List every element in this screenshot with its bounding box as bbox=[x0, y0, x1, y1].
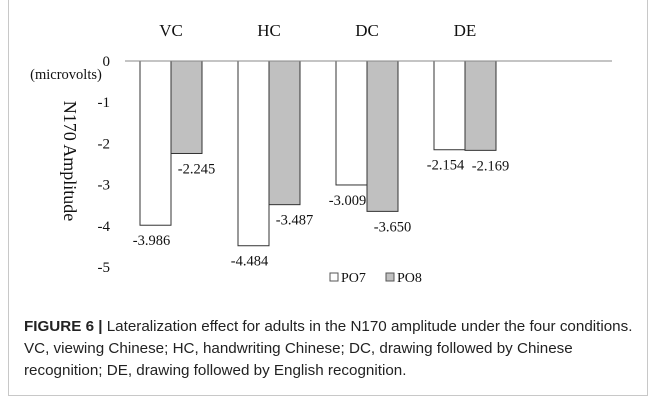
bars bbox=[139, 60, 497, 247]
legend-label: PO8 bbox=[397, 271, 422, 286]
figure-frame bbox=[8, 0, 648, 396]
category-label: HC bbox=[257, 21, 281, 40]
value-label: -3.009 bbox=[329, 193, 366, 209]
bar-po8 bbox=[268, 60, 301, 206]
legend-swatch bbox=[329, 272, 339, 282]
category-label: VC bbox=[159, 21, 183, 40]
y-axis-title: N170 Amplitude bbox=[60, 101, 80, 222]
category-labels: VC HC DC DE bbox=[159, 21, 476, 40]
caption-label: FIGURE 6 | bbox=[24, 318, 103, 335]
bar-po8 bbox=[170, 60, 203, 154]
category-label: DC bbox=[355, 21, 379, 40]
value-label: -3.487 bbox=[276, 213, 313, 229]
y-tick-label: -1 bbox=[98, 95, 111, 111]
y-tick-label: -3 bbox=[98, 178, 111, 194]
bar-po7 bbox=[335, 60, 368, 186]
y-tick-labels: 0 -1 -2 -3 -4 -5 bbox=[98, 54, 111, 276]
value-label: -2.245 bbox=[178, 161, 215, 177]
value-labels: -3.986 -4.484 -3.009 -2.154 -2.245 -3.487 -3.6… bbox=[133, 158, 509, 270]
value-label: -2.154 bbox=[427, 158, 465, 174]
bar-chart: (microvolts) N170 Amplitude 0-1-2-3-4-5 … bbox=[30, 21, 612, 286]
value-label: -3.650 bbox=[374, 219, 411, 235]
value-label: -2.169 bbox=[472, 158, 509, 174]
bar-po8 bbox=[464, 60, 497, 151]
bar-po8 bbox=[366, 60, 399, 212]
value-label: -4.484 bbox=[231, 254, 269, 270]
legend-swatch bbox=[385, 272, 395, 282]
y-tick-label: 0 bbox=[103, 54, 111, 70]
bar-po7 bbox=[433, 60, 466, 151]
category-label: DE bbox=[454, 21, 477, 40]
figure-caption: FIGURE 6 | Lateralization effect for adu… bbox=[24, 316, 644, 382]
caption-text: Lateralization effect for adults in the … bbox=[24, 318, 633, 379]
value-label: -3.986 bbox=[133, 233, 170, 249]
legend: PO7 PO8 bbox=[329, 271, 422, 286]
y-tick-label: -5 bbox=[98, 260, 111, 276]
bar-po7 bbox=[237, 60, 270, 247]
y-axis-unit: (microvolts) bbox=[30, 67, 102, 83]
y-tick-label: -4 bbox=[98, 219, 111, 235]
y-tick-label: -2 bbox=[98, 136, 111, 152]
legend-label: PO7 bbox=[341, 271, 366, 286]
bar-po7 bbox=[139, 60, 172, 226]
